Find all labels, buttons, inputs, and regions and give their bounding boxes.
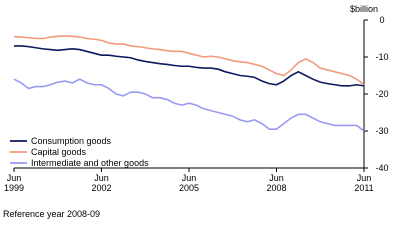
y-axis-label: $billion: [350, 4, 378, 14]
x-tick-label: Jun 2005: [179, 173, 199, 193]
x-tick-label: Jun 2008: [266, 173, 286, 193]
x-tick-label: Jun 1999: [4, 173, 24, 193]
y-tick-label: -20: [375, 89, 388, 99]
y-tick-label: -40: [375, 163, 388, 173]
legend-label: Intermediate and other goods: [31, 158, 149, 168]
series-line: [13, 35, 365, 86]
footnote: Reference year 2008-09: [3, 209, 100, 219]
x-tick-label: Jun 2002: [91, 173, 111, 193]
series-line: [13, 78, 365, 132]
chart: $billion Reference year 2008-09 0 -10 -20 -…: [3, 4, 389, 219]
y-tick-label: -30: [375, 126, 388, 136]
y-tick-label: -10: [375, 52, 388, 62]
x-tick-label: Jun 2011: [354, 173, 373, 193]
y-tick-label: 0: [379, 15, 384, 25]
series-line: [14, 45, 365, 87]
legend-label: Capital goods: [31, 147, 87, 157]
legend-label: Consumption goods: [31, 136, 112, 146]
